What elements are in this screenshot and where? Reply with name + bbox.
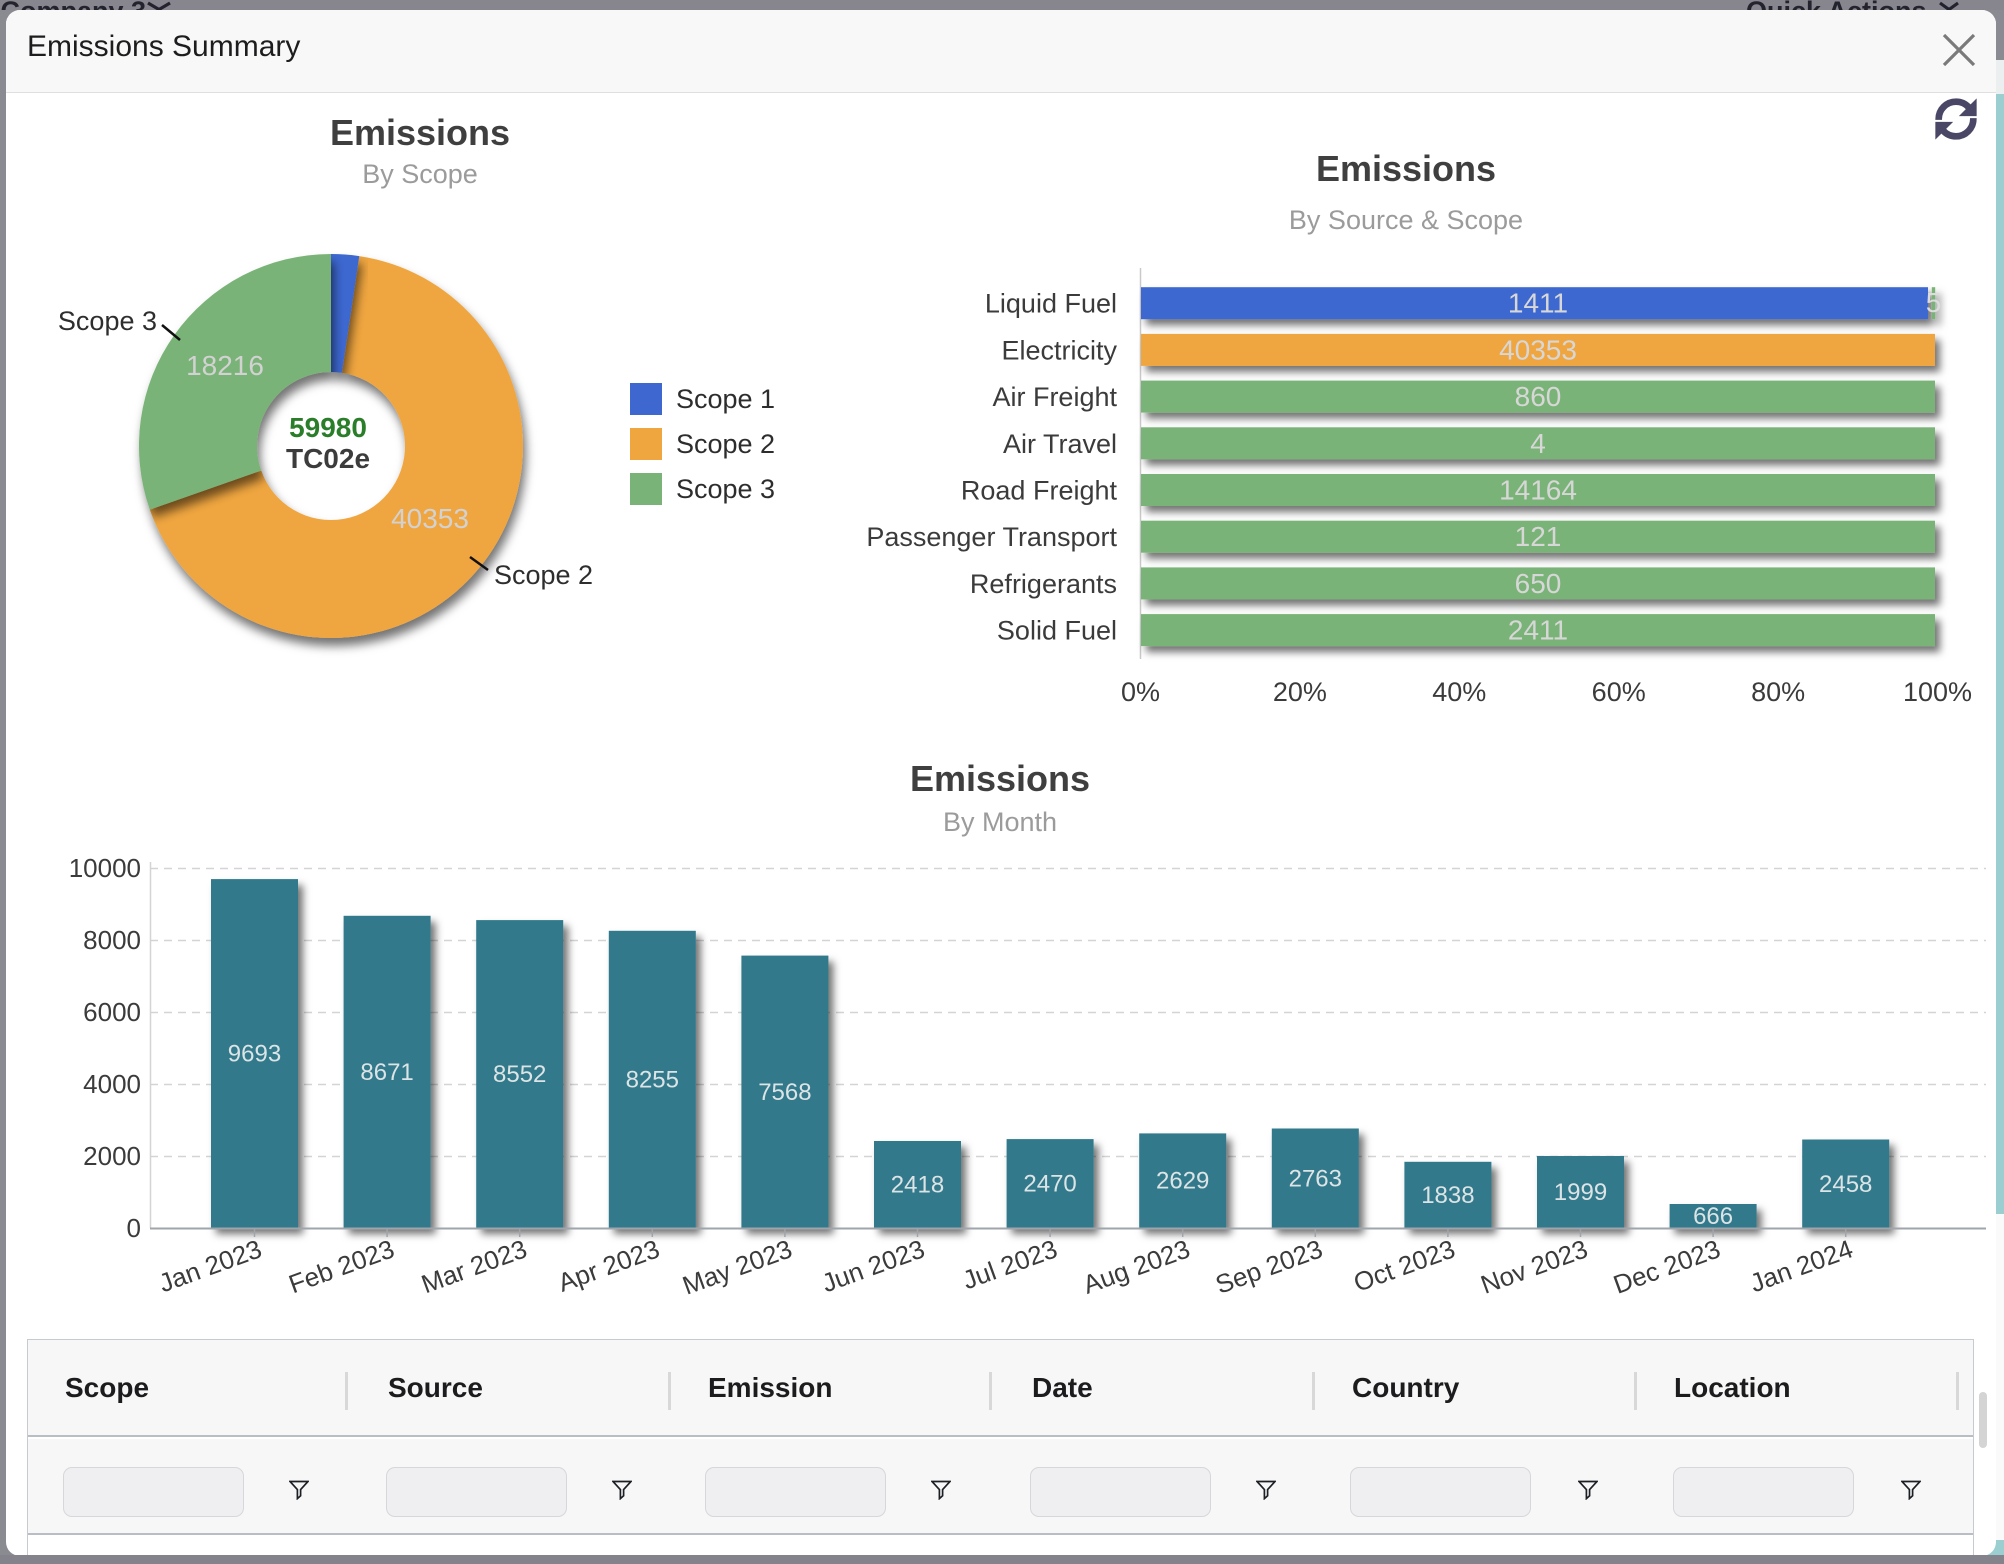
svg-text:Scope 3: Scope 3	[58, 306, 157, 336]
svg-text:Liquid Fuel: Liquid Fuel	[985, 289, 1117, 319]
svg-text:Jul 2023: Jul 2023	[959, 1233, 1062, 1295]
svg-text:2763: 2763	[1289, 1165, 1342, 1192]
svg-text:2418: 2418	[891, 1172, 944, 1199]
svg-text:Scope 3: Scope 3	[676, 474, 775, 504]
svg-text:5: 5	[1926, 287, 1942, 318]
svg-text:Feb 2023: Feb 2023	[285, 1233, 399, 1299]
svg-text:2411: 2411	[1508, 615, 1568, 646]
svg-text:100%: 100%	[1903, 677, 1972, 707]
svg-text:By Scope: By Scope	[362, 159, 478, 189]
svg-text:Emissions: Emissions	[330, 112, 510, 153]
svg-text:Dec 2023: Dec 2023	[1609, 1233, 1724, 1299]
svg-text:Emissions: Emissions	[910, 758, 1090, 799]
svg-text:Refrigerants: Refrigerants	[970, 569, 1117, 599]
svg-text:Jan 2024: Jan 2024	[1746, 1233, 1857, 1298]
svg-text:1838: 1838	[1421, 1182, 1474, 1209]
svg-text:Road Freight: Road Freight	[961, 476, 1118, 506]
svg-text:8000: 8000	[83, 925, 141, 955]
svg-text:18216: 18216	[186, 350, 264, 381]
svg-text:650: 650	[1515, 568, 1562, 599]
svg-text:40353: 40353	[1499, 334, 1577, 365]
svg-text:Jan 2023: Jan 2023	[155, 1233, 266, 1298]
svg-text:4: 4	[1530, 428, 1546, 459]
svg-text:14164: 14164	[1499, 475, 1577, 506]
svg-text:By Month: By Month	[943, 807, 1057, 837]
svg-text:Emissions: Emissions	[1316, 148, 1496, 189]
svg-text:Scope 2: Scope 2	[676, 429, 775, 459]
svg-text:0: 0	[127, 1213, 141, 1243]
svg-text:666: 666	[1693, 1203, 1733, 1230]
svg-text:0%: 0%	[1121, 677, 1160, 707]
svg-text:8255: 8255	[626, 1066, 679, 1093]
svg-text:10000: 10000	[69, 853, 141, 883]
svg-text:Apr 2023: Apr 2023	[554, 1233, 663, 1297]
svg-text:Electricity: Electricity	[1001, 335, 1117, 365]
svg-text:60%: 60%	[1592, 677, 1646, 707]
svg-text:6000: 6000	[83, 997, 141, 1027]
svg-text:59980: 59980	[289, 412, 367, 443]
svg-text:4000: 4000	[83, 1069, 141, 1099]
svg-text:2458: 2458	[1819, 1171, 1872, 1198]
svg-text:80%: 80%	[1751, 677, 1805, 707]
svg-text:1411: 1411	[1508, 288, 1568, 319]
svg-text:Scope 1: Scope 1	[676, 384, 775, 414]
svg-text:40%: 40%	[1432, 677, 1486, 707]
svg-text:20%: 20%	[1273, 677, 1327, 707]
svg-text:Aug 2023: Aug 2023	[1079, 1233, 1194, 1299]
svg-text:By Source & Scope: By Source & Scope	[1289, 205, 1523, 235]
svg-text:May 2023: May 2023	[678, 1233, 796, 1300]
svg-text:Jun 2023: Jun 2023	[818, 1233, 929, 1298]
svg-text:Mar 2023: Mar 2023	[417, 1233, 530, 1299]
svg-text:Scope 2: Scope 2	[494, 560, 593, 590]
svg-text:7568: 7568	[758, 1079, 811, 1106]
svg-text:860: 860	[1515, 381, 1562, 412]
svg-text:Sep 2023: Sep 2023	[1211, 1233, 1326, 1299]
svg-text:8552: 8552	[493, 1061, 546, 1088]
svg-text:Air Travel: Air Travel	[1003, 429, 1117, 459]
svg-text:2470: 2470	[1023, 1171, 1076, 1198]
svg-text:2629: 2629	[1156, 1168, 1209, 1195]
svg-text:40353: 40353	[391, 503, 469, 534]
svg-text:2000: 2000	[83, 1141, 141, 1171]
svg-text:Oct 2023: Oct 2023	[1350, 1233, 1459, 1297]
svg-text:1999: 1999	[1554, 1179, 1607, 1206]
svg-text:9693: 9693	[228, 1041, 281, 1068]
svg-text:TC02e: TC02e	[286, 443, 370, 474]
svg-text:121: 121	[1515, 521, 1562, 552]
svg-text:Passenger Transport: Passenger Transport	[866, 522, 1117, 552]
svg-text:Air Freight: Air Freight	[992, 382, 1117, 412]
svg-text:8671: 8671	[360, 1059, 413, 1086]
svg-text:Solid Fuel: Solid Fuel	[997, 616, 1117, 646]
svg-text:Nov 2023: Nov 2023	[1477, 1233, 1592, 1299]
